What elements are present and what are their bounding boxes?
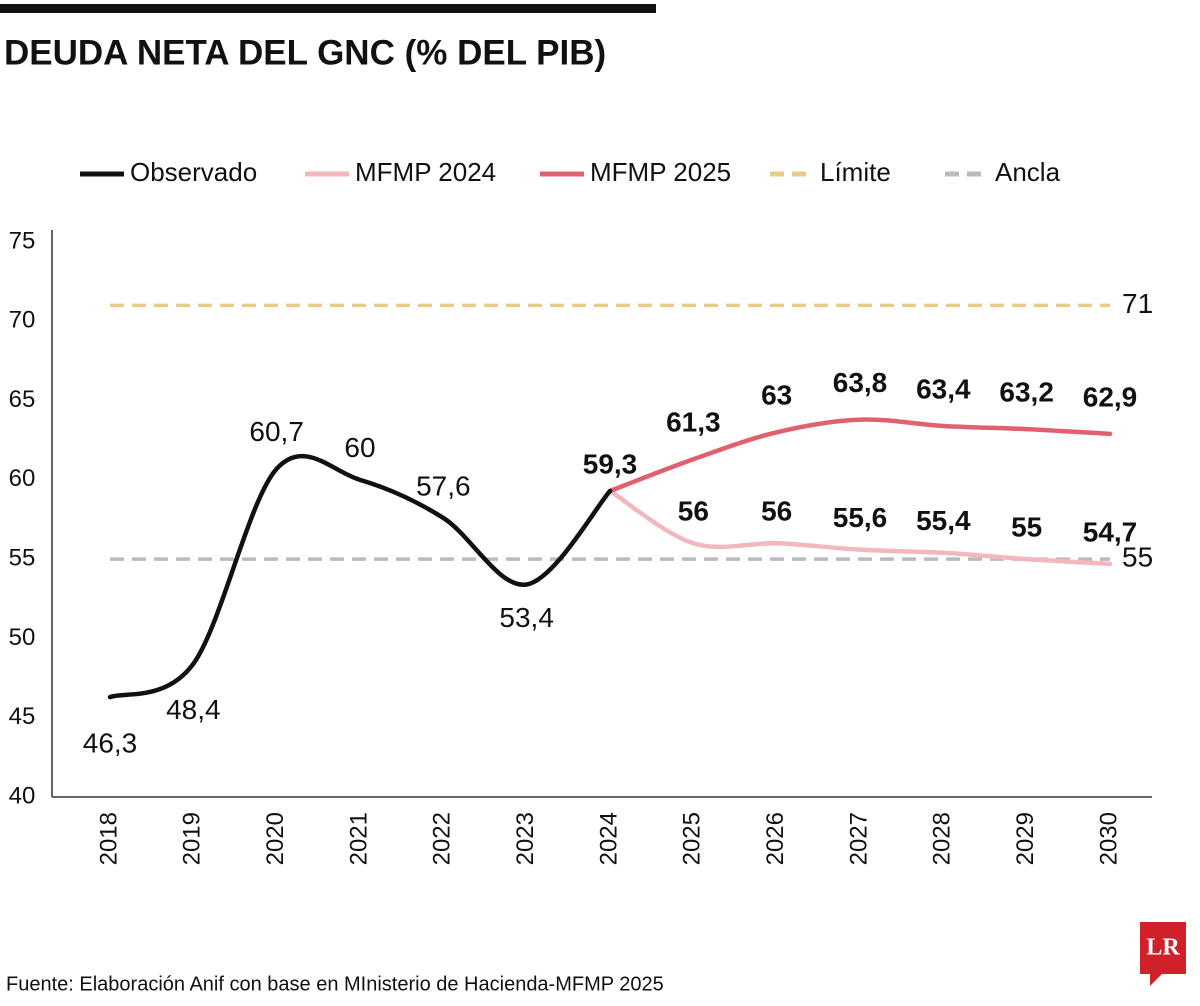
x-tick-label: 2030 (1095, 812, 1122, 865)
logo-box (1140, 922, 1186, 974)
data-label: 46,3 (83, 727, 138, 758)
data-label: 63,4 (916, 373, 971, 404)
y-tick-label: 45 (9, 703, 36, 730)
data-label: 59,3 (583, 448, 638, 479)
x-tick-label: 2028 (929, 812, 956, 865)
y-tick-label: 50 (9, 624, 36, 651)
x-tick-label: 2026 (762, 812, 789, 865)
data-label: 55 (1122, 542, 1153, 573)
data-label: 56 (678, 496, 709, 527)
y-tick-label: 65 (9, 386, 36, 413)
data-label: 60,7 (249, 416, 304, 447)
x-tick-label: 2023 (512, 812, 539, 865)
data-label: 55,4 (916, 505, 971, 536)
x-tick-label: 2021 (345, 812, 372, 865)
y-tick-label: 40 (9, 782, 36, 809)
y-tick-label: 55 (9, 544, 36, 571)
legend-label: MFMP 2025 (590, 157, 731, 187)
y-tick-label: 70 (9, 307, 36, 334)
data-label: 63,8 (833, 367, 888, 398)
x-tick-label: 2024 (595, 812, 622, 865)
series-line (107, 453, 613, 700)
logo: LR (1146, 935, 1180, 961)
data-label: 71 (1122, 288, 1153, 319)
x-tick-label: 2027 (845, 812, 872, 865)
x-tick-label: 2020 (262, 812, 289, 865)
data-label: 53,4 (499, 602, 554, 633)
x-tick-label: 2029 (1012, 812, 1039, 865)
x-tick-label: 2022 (429, 812, 456, 865)
y-tick-label: 60 (9, 465, 36, 492)
y-tick-label: 75 (9, 227, 36, 254)
legend-label: Límite (820, 157, 891, 187)
legend-label: Observado (130, 157, 257, 187)
legend-label: MFMP 2024 (355, 157, 496, 187)
legend-label: Ancla (995, 157, 1061, 187)
data-label: 57,6 (416, 470, 471, 501)
series-line (607, 417, 1113, 494)
logo-tail (1150, 974, 1162, 986)
data-label: 63 (761, 380, 792, 411)
data-label: 56 (761, 496, 792, 527)
title-bar (0, 4, 656, 13)
data-label: 55,6 (833, 502, 888, 533)
data-label: 63,2 (999, 377, 1054, 408)
data-label: 62,9 (1083, 381, 1138, 412)
source: Fuente: Elaboración Anif con base en MIn… (6, 973, 664, 995)
chart-title: DEUDA NETA DEL GNC (% DEL PIB) (4, 33, 606, 72)
x-tick-label: 2025 (679, 812, 706, 865)
data-label: 55 (1011, 512, 1042, 543)
data-label: 48,4 (166, 694, 221, 725)
x-tick-label: 2019 (179, 812, 206, 865)
data-label: 54,7 (1083, 516, 1138, 547)
x-tick-label: 2018 (95, 812, 122, 865)
data-label: 61,3 (666, 407, 721, 438)
data-label: 60 (344, 432, 375, 463)
series-line (607, 488, 1113, 567)
